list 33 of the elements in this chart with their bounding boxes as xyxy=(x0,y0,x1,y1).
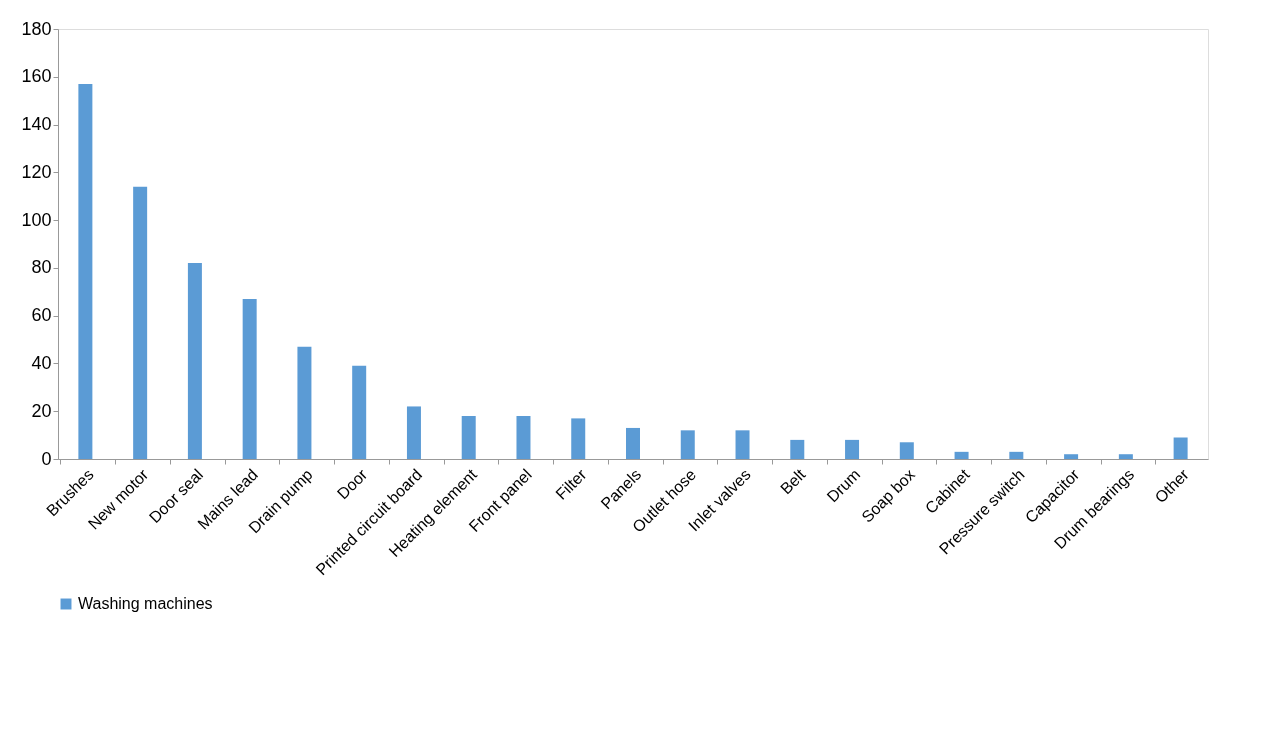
legend-label: Washing machines xyxy=(78,595,213,612)
y-tick-label: 160 xyxy=(21,66,52,87)
y-tick-label: 60 xyxy=(31,305,52,326)
y-tick-label: 20 xyxy=(31,400,52,421)
bar xyxy=(516,416,531,459)
y-tick-label: 120 xyxy=(21,161,52,182)
bar xyxy=(1118,454,1133,459)
bar xyxy=(954,451,969,459)
bar xyxy=(461,416,476,459)
bar xyxy=(187,263,202,459)
y-tick-label: 100 xyxy=(21,209,52,230)
y-tick-label: 40 xyxy=(31,352,52,373)
bar xyxy=(352,365,367,459)
bar xyxy=(133,186,148,459)
bar xyxy=(790,439,805,459)
y-tick-label: 180 xyxy=(21,18,52,39)
y-tick-label: 140 xyxy=(21,114,52,135)
bar xyxy=(1173,437,1188,459)
y-tick-label: 0 xyxy=(41,448,52,469)
bar xyxy=(571,418,586,459)
bar xyxy=(297,346,312,459)
y-tick-label: 80 xyxy=(31,257,52,278)
bar xyxy=(899,442,914,459)
bar xyxy=(735,430,750,459)
x-tick-label: Belt xyxy=(777,465,809,498)
bar xyxy=(1009,451,1024,459)
bar xyxy=(406,406,421,459)
bar xyxy=(680,430,695,459)
bar xyxy=(78,83,93,459)
bar xyxy=(626,427,640,459)
bar xyxy=(1064,454,1079,459)
bar xyxy=(242,298,257,459)
bar xyxy=(845,439,860,459)
